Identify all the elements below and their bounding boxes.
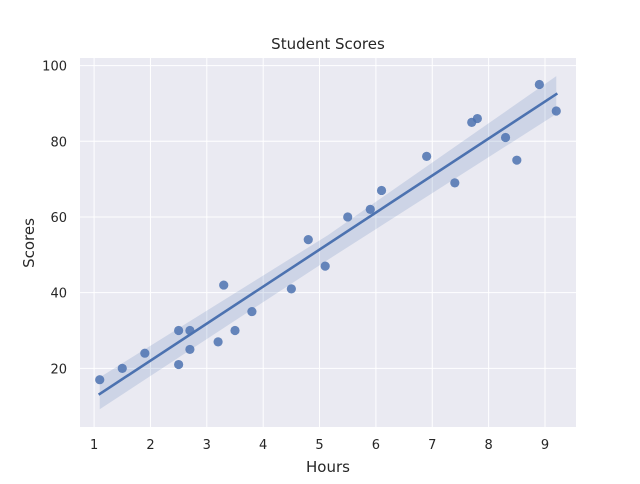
- data-point: [303, 235, 313, 245]
- data-point: [174, 325, 184, 336]
- y-tick-label: 20: [50, 362, 67, 377]
- data-point: [551, 106, 561, 116]
- y-tick-label: 100: [42, 60, 67, 75]
- data-point: [140, 348, 150, 358]
- x-tick-label: 3: [203, 438, 211, 453]
- data-point: [376, 185, 387, 196]
- x-tick-label: 9: [541, 438, 549, 453]
- data-point: [185, 325, 195, 336]
- data-point: [450, 178, 460, 188]
- data-point: [95, 375, 105, 385]
- data-point: [213, 337, 223, 347]
- x-axis-label: Hours: [306, 458, 350, 476]
- data-point: [422, 151, 432, 161]
- chart-title: Student Scores: [271, 35, 385, 53]
- regression-line: [97, 92, 559, 396]
- x-tick-label: 6: [372, 438, 380, 453]
- regression-line-layer: [97, 92, 559, 396]
- data-point: [472, 113, 482, 124]
- y-tick-label: 80: [50, 135, 67, 150]
- data-points: [95, 79, 561, 385]
- y-tick-label: 40: [50, 287, 67, 302]
- y-tick-labels: 20 40 60 80 100: [42, 60, 67, 378]
- x-tick-labels: 1 2 3 4 5 6 7 8 9: [90, 438, 549, 453]
- data-point: [534, 79, 544, 90]
- data-point: [185, 344, 195, 355]
- y-tick-label: 60: [50, 211, 67, 226]
- data-point: [343, 212, 353, 222]
- data-point: [174, 359, 184, 370]
- data-point: [230, 325, 240, 336]
- x-tick-label: 4: [259, 438, 267, 453]
- data-point: [117, 363, 127, 373]
- x-tick-label: 2: [146, 438, 154, 453]
- grid: [80, 58, 576, 427]
- data-point: [247, 306, 257, 317]
- data-point: [320, 261, 330, 271]
- x-tick-label: 8: [484, 438, 492, 453]
- data-point: [286, 284, 296, 294]
- x-tick-label: 1: [90, 438, 98, 453]
- data-point: [365, 204, 375, 214]
- data-point: [512, 155, 522, 165]
- data-point: [500, 132, 511, 143]
- y-axis-label: Scores: [20, 218, 38, 268]
- x-tick-label: 7: [428, 438, 436, 453]
- x-tick-label: 5: [315, 438, 323, 453]
- data-point: [219, 280, 229, 290]
